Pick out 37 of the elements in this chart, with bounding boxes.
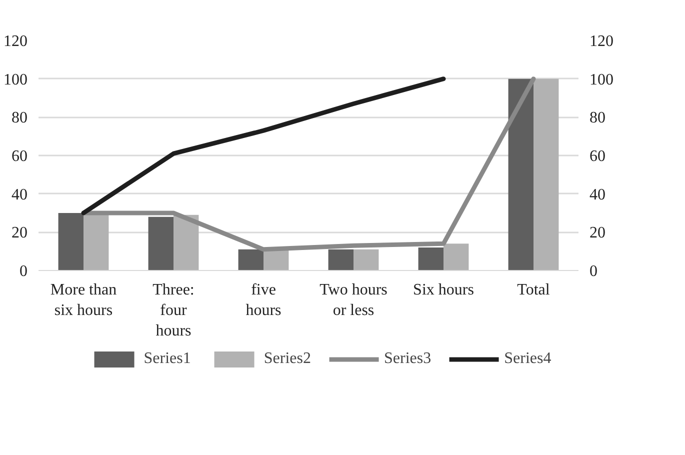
bar: [328, 249, 354, 270]
bar: [58, 213, 84, 270]
y2-tick-label: 20: [590, 224, 606, 242]
y-tick-label: 20: [12, 224, 28, 242]
x-tick-label: Six hours: [413, 282, 474, 298]
y-tick-label: 100: [4, 71, 28, 88]
x-tick-label: Two hours or less: [320, 282, 388, 319]
bar: [418, 248, 444, 270]
legend-label: Series1: [144, 350, 191, 368]
bar: [354, 249, 379, 270]
x-tick-label: five hours: [246, 282, 282, 319]
legend-label: Series2: [264, 350, 311, 368]
legend-label: Series3: [384, 350, 432, 368]
x-tick-label: Three: four hours: [152, 282, 194, 340]
y-tick-label: 120: [4, 33, 28, 50]
bar: [148, 216, 174, 270]
y2-tick-label: 0: [590, 263, 598, 280]
y-tick-label: 40: [12, 186, 28, 204]
bar: [534, 78, 559, 270]
y-tick-label: 60: [12, 148, 28, 165]
bar: [444, 244, 469, 270]
line-series: [81, 76, 446, 216]
y2-tick-label: 80: [590, 110, 606, 127]
x-tick-label: More than six hours: [50, 282, 117, 319]
y-tick-label: 0: [20, 263, 28, 280]
y2-tick-label: 100: [590, 71, 614, 88]
x-tick-label: Total: [517, 282, 550, 298]
bar: [174, 214, 199, 270]
legend-label: Series4: [504, 350, 552, 368]
y2-tick-label: 120: [590, 33, 614, 50]
line-series: [81, 76, 536, 252]
y-tick-label: 80: [12, 110, 28, 127]
y2-tick-label: 40: [590, 186, 606, 204]
bar: [84, 214, 109, 270]
bar: [508, 78, 534, 270]
bar: [238, 249, 264, 270]
y2-tick-label: 60: [590, 148, 606, 165]
